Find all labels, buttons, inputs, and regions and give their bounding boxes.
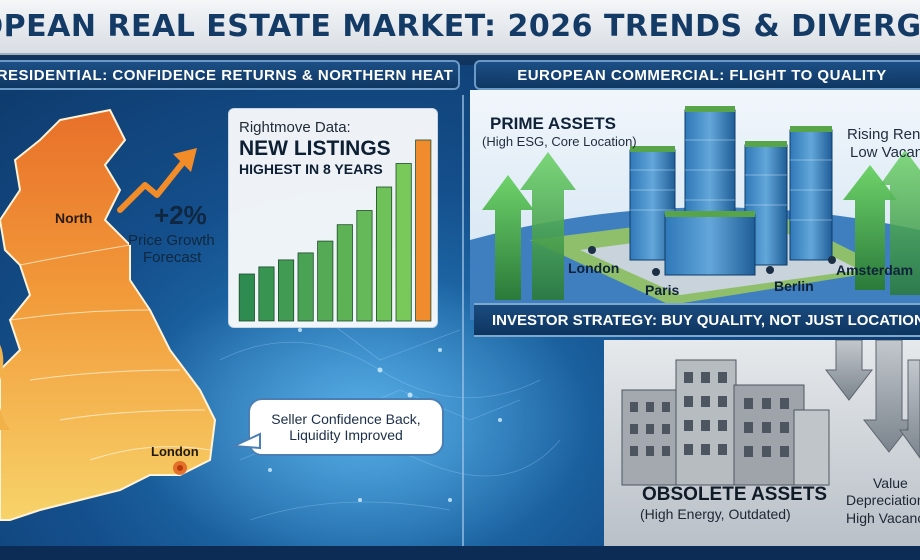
value-line-1: Value: [873, 475, 908, 491]
callout-tail: [232, 432, 261, 450]
city-paris: Paris: [645, 282, 680, 298]
chart-source: Rightmove Data:: [239, 119, 351, 136]
commercial-header-text: EUROPEAN COMMERCIAL: FLIGHT TO QUALITY: [517, 66, 887, 84]
section-divider: [462, 95, 464, 555]
prime-subtitle: (High ESG, Core Location): [482, 134, 637, 149]
listings-bar: [278, 259, 295, 322]
listings-bar: [258, 266, 275, 322]
commercial-header: EUROPEAN COMMERCIAL: FLIGHT TO QUALITY: [474, 60, 920, 90]
london-marker-icon: [173, 461, 187, 475]
obsolete-panel: [604, 340, 920, 546]
city-amsterdam: Amsterdam: [836, 262, 914, 278]
listings-bar-chart: [238, 139, 432, 322]
listings-bar: [395, 163, 412, 322]
strategy-strip: INVESTOR STRATEGY: BUY QUALITY, NOT JUST…: [474, 303, 920, 337]
listings-bar: [415, 139, 432, 322]
strategy-text: INVESTOR STRATEGY: BUY QUALITY, NOT JUST…: [492, 311, 920, 329]
chart-title: NEW LISTINGS: [239, 137, 391, 160]
map-label-north: North: [55, 210, 93, 226]
city-berlin: Berlin: [774, 278, 814, 294]
listings-bar: [336, 224, 353, 322]
city-london: London: [568, 260, 620, 276]
callout-line-2: Liquidity Improved: [289, 427, 403, 443]
listings-bar: [356, 210, 373, 322]
price-growth-value: +2%: [154, 200, 207, 230]
listings-bar: [317, 240, 334, 322]
price-growth-sublabel: Forecast: [143, 249, 202, 266]
obsolete-title: OBSOLETE ASSETS: [642, 484, 828, 505]
map-label-london: London: [151, 444, 199, 459]
residential-header-text: RESIDENTIAL: CONFIDENCE RETURNS & NORTHE…: [0, 66, 454, 84]
prime-panel: [470, 90, 920, 320]
value-line-2: Depreciation,: [846, 492, 920, 508]
price-growth-label: Price Growth: [128, 232, 215, 249]
listings-bar: [375, 186, 393, 322]
uk-map: [0, 108, 217, 521]
title-underline: [0, 55, 920, 65]
rising-line-1: Rising Rents,: [847, 126, 920, 143]
residential-header: RESIDENTIAL: CONFIDENCE RETURNS & NORTHE…: [0, 60, 460, 90]
listings-bar: [297, 252, 314, 322]
main-title: EUROPEAN REAL ESTATE MARKET: 2026 TRENDS…: [0, 9, 920, 44]
main-title-banner: EUROPEAN REAL ESTATE MARKET: 2026 TRENDS…: [0, 0, 920, 55]
listings-bar: [238, 273, 255, 322]
rising-line-2: Low Vacancy: [850, 144, 920, 161]
chart-subtitle: HIGHEST IN 8 YEARS: [239, 161, 383, 177]
value-line-3: High Vacancy: [846, 510, 920, 526]
callout-line-1: Seller Confidence Back,: [271, 411, 421, 427]
obsolete-subtitle: (High Energy, Outdated): [640, 506, 791, 522]
prime-title: PRIME ASSETS: [490, 114, 616, 133]
confidence-callout: Seller Confidence Back, Liquidity Improv…: [248, 398, 444, 456]
listings-chart-card: Rightmove Data: NEW LISTINGS HIGHEST IN …: [228, 108, 438, 328]
growth-arrow-icon: [117, 148, 197, 213]
footer-strip: [0, 546, 920, 560]
